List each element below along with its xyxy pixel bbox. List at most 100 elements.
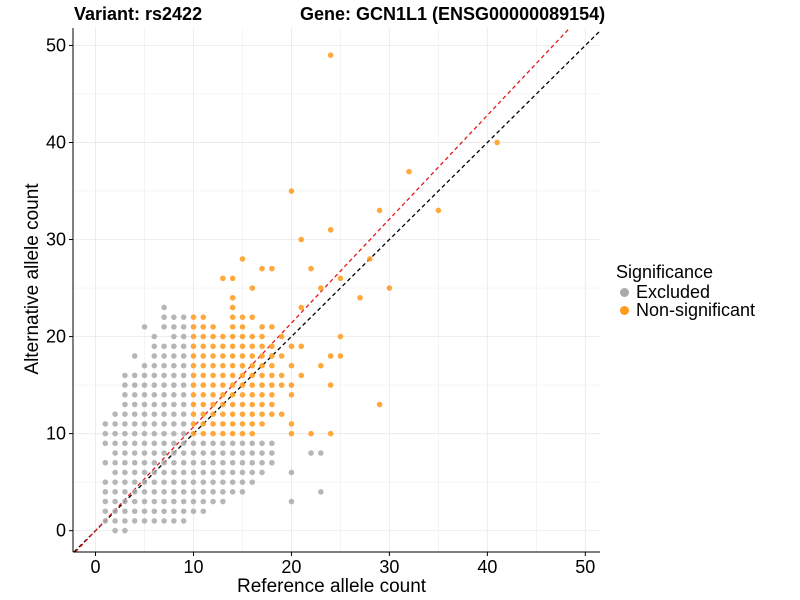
point-non-significant (259, 411, 265, 418)
point-excluded (229, 459, 236, 466)
point-excluded (180, 382, 187, 388)
point-non-significant (220, 392, 226, 398)
point-excluded (180, 372, 187, 379)
point-non-significant (200, 353, 207, 359)
point-non-significant (190, 372, 197, 379)
point-non-significant (269, 401, 275, 408)
point-non-significant (249, 362, 256, 369)
point-non-significant (327, 353, 334, 359)
legend-title: Significance (616, 262, 714, 282)
point-non-significant (259, 382, 265, 388)
point-excluded (220, 489, 226, 495)
point-non-significant (249, 372, 256, 379)
point-non-significant (249, 285, 256, 291)
point-excluded (220, 440, 226, 447)
point-excluded (161, 362, 167, 369)
x-tick-label: 0 (91, 557, 101, 577)
point-non-significant (249, 382, 256, 388)
point-excluded (190, 508, 197, 515)
point-excluded (161, 508, 167, 515)
point-excluded (239, 450, 246, 456)
point-excluded (171, 411, 177, 418)
point-excluded (122, 527, 128, 534)
point-excluded (151, 459, 158, 466)
point-excluded (259, 440, 265, 447)
point-non-significant (376, 401, 383, 408)
y-tick-label: 10 (46, 424, 66, 444)
point-non-significant (298, 343, 305, 350)
series-excluded (102, 304, 324, 534)
point-non-significant (200, 392, 207, 398)
point-non-significant (269, 372, 275, 379)
point-non-significant (259, 392, 265, 398)
point-excluded (131, 508, 138, 515)
point-excluded (122, 518, 128, 524)
point-non-significant (229, 324, 236, 330)
point-non-significant (269, 324, 275, 330)
point-excluded (112, 479, 118, 485)
point-excluded (190, 440, 197, 447)
point-excluded (180, 498, 187, 505)
point-non-significant (210, 401, 216, 408)
point-non-significant (278, 333, 285, 340)
point-excluded (141, 392, 148, 398)
point-excluded (151, 508, 158, 515)
point-non-significant (249, 401, 256, 408)
point-non-significant (190, 421, 197, 427)
point-excluded (141, 430, 148, 437)
point-non-significant (220, 421, 226, 427)
point-excluded (190, 489, 197, 495)
point-non-significant (249, 353, 256, 359)
point-excluded (161, 489, 167, 495)
point-excluded (122, 508, 128, 515)
point-excluded (122, 411, 128, 418)
point-excluded (171, 382, 177, 388)
point-excluded (141, 324, 148, 330)
point-non-significant (239, 256, 246, 262)
point-non-significant (190, 392, 197, 398)
point-non-significant (259, 421, 265, 427)
point-non-significant (249, 314, 256, 320)
point-non-significant (210, 333, 216, 340)
point-excluded (122, 498, 128, 505)
axes (69, 28, 600, 556)
point-excluded (102, 430, 109, 437)
point-excluded (151, 498, 158, 505)
point-excluded (171, 333, 177, 340)
tick-labels: 0 10 20 30 40 50 0 10 20 30 40 50 (46, 35, 595, 577)
point-excluded (122, 440, 128, 447)
point-excluded (131, 459, 138, 466)
point-excluded (122, 430, 128, 437)
point-excluded (112, 508, 118, 515)
point-excluded (151, 421, 158, 427)
point-excluded (151, 392, 158, 398)
point-non-significant (239, 353, 246, 359)
point-excluded (151, 469, 158, 476)
point-non-significant (239, 392, 246, 398)
point-excluded (151, 353, 158, 359)
point-excluded (210, 498, 216, 505)
point-non-significant (190, 411, 197, 418)
point-excluded (131, 430, 138, 437)
point-excluded (122, 421, 128, 427)
point-non-significant (288, 392, 295, 398)
point-excluded (180, 343, 187, 350)
point-excluded (180, 469, 187, 476)
point-excluded (161, 450, 167, 456)
point-excluded (131, 372, 138, 379)
point-excluded (161, 479, 167, 485)
point-excluded (122, 450, 128, 456)
point-non-significant (259, 265, 265, 272)
legend-label-non-significant: Non-significant (636, 299, 756, 320)
point-non-significant (249, 392, 256, 398)
point-excluded (112, 421, 118, 427)
point-excluded (122, 459, 128, 466)
point-non-significant (220, 372, 226, 379)
point-non-significant (318, 362, 324, 369)
point-excluded (161, 459, 167, 466)
point-excluded (171, 324, 177, 330)
point-excluded (210, 450, 216, 456)
point-non-significant (200, 372, 207, 379)
point-excluded (249, 450, 256, 456)
